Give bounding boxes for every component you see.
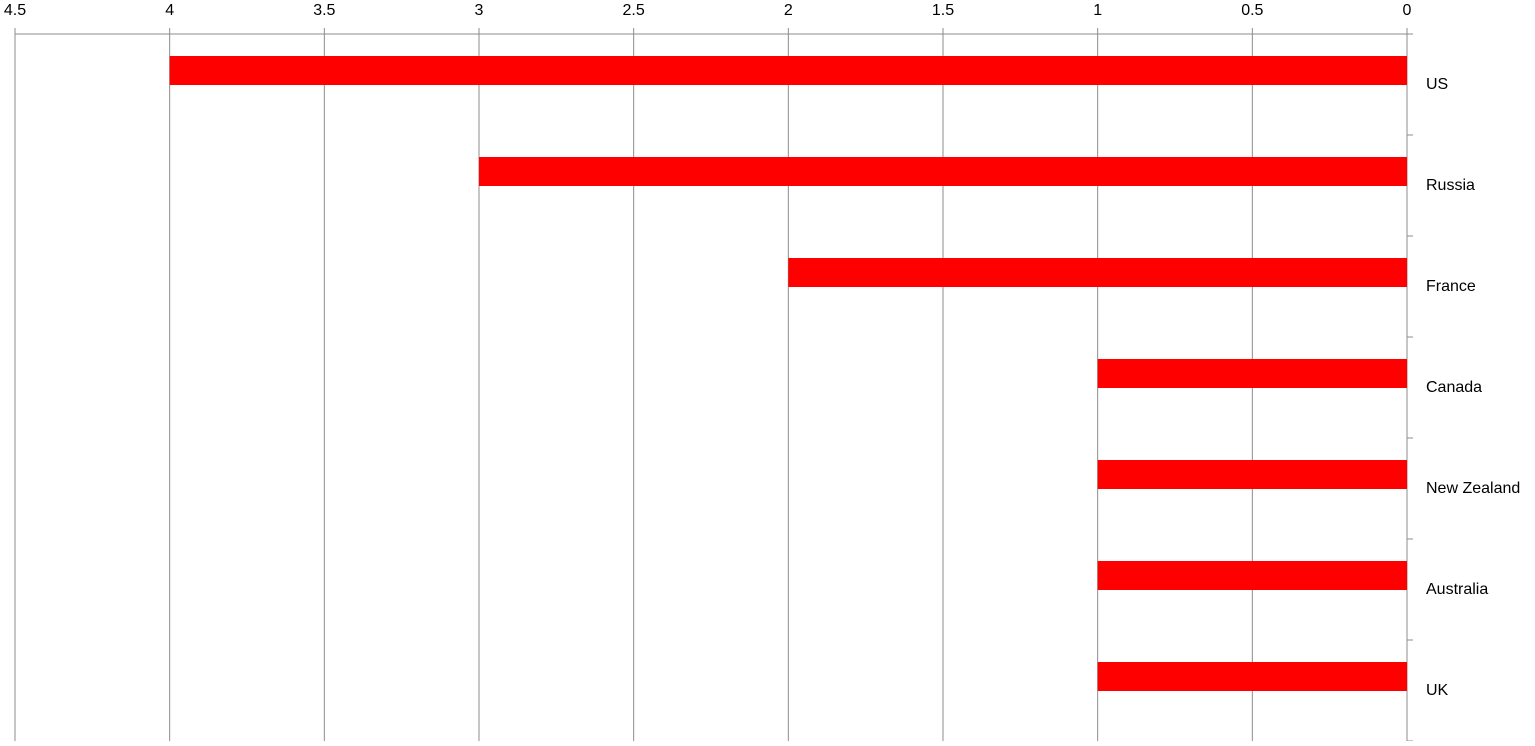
- bar: [788, 258, 1407, 287]
- y-tick-label: UK: [1426, 682, 1449, 699]
- x-tick-label: 0: [1403, 2, 1412, 19]
- y-tick-label: France: [1426, 278, 1476, 295]
- x-tick-label: 4.5: [4, 2, 26, 19]
- y-tick-label: New Zealand: [1426, 480, 1520, 497]
- bar: [479, 157, 1407, 186]
- bar: [1097, 561, 1407, 590]
- x-tick-label: 2: [784, 2, 793, 19]
- bar: [169, 56, 1408, 85]
- bar: [1097, 359, 1407, 388]
- x-tick-label: 2.5: [623, 2, 645, 19]
- x-tick-label: 0.5: [1241, 2, 1263, 19]
- y-tick-label: US: [1426, 76, 1448, 93]
- y-tick-label: Russia: [1426, 177, 1475, 194]
- bar: [1097, 662, 1407, 691]
- y-tick-label: Canada: [1426, 379, 1482, 396]
- x-tick-label: 3: [475, 2, 484, 19]
- x-tick-label: 3.5: [313, 2, 335, 19]
- y-tick-label: Australia: [1426, 581, 1488, 598]
- x-tick-label: 4: [165, 2, 174, 19]
- bar: [1097, 460, 1407, 489]
- x-tick-label: 1: [1093, 2, 1102, 19]
- x-tick-label: 1.5: [932, 2, 954, 19]
